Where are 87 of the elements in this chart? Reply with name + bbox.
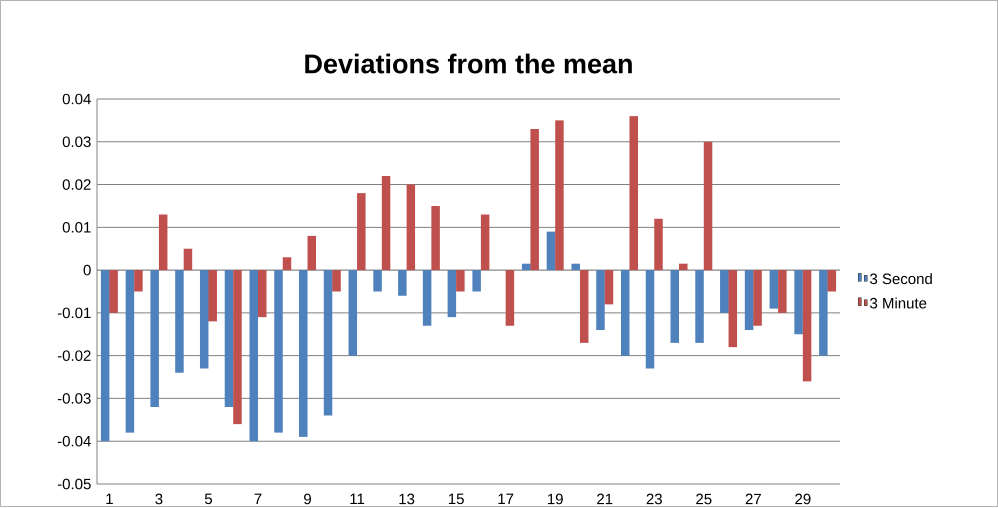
bar bbox=[596, 270, 605, 330]
y-tick-label: -0.01 bbox=[58, 308, 91, 318]
bar bbox=[506, 270, 514, 326]
x-tick-label: 21 bbox=[597, 494, 612, 504]
bar bbox=[794, 270, 803, 334]
bar bbox=[200, 270, 208, 369]
x-tick-label: 5 bbox=[204, 494, 212, 504]
bar bbox=[522, 264, 530, 270]
x-tick-label: 15 bbox=[448, 494, 464, 504]
bar bbox=[670, 270, 680, 344]
bar bbox=[348, 270, 358, 356]
bar bbox=[126, 270, 134, 433]
bar bbox=[258, 270, 266, 318]
x-tick-label: 13 bbox=[399, 494, 414, 504]
y-tick-label: 0.03 bbox=[62, 136, 91, 148]
x-tick-label: 17 bbox=[498, 494, 514, 504]
y-tick-label: 0.04 bbox=[62, 94, 91, 104]
bar bbox=[282, 257, 292, 270]
x-tick-label: 3 bbox=[155, 494, 162, 504]
bar bbox=[373, 270, 382, 292]
bar bbox=[629, 116, 638, 270]
bar bbox=[695, 270, 704, 344]
bar bbox=[382, 176, 390, 270]
bar bbox=[555, 120, 564, 270]
bar bbox=[150, 270, 159, 408]
bar bbox=[456, 270, 465, 292]
bar bbox=[704, 142, 712, 270]
x-tick-label: 25 bbox=[696, 494, 712, 504]
bar bbox=[422, 270, 432, 326]
x-tick-label: 23 bbox=[646, 494, 662, 504]
bar bbox=[299, 270, 308, 438]
bar bbox=[184, 248, 192, 270]
bar bbox=[530, 129, 539, 270]
bar bbox=[802, 270, 812, 382]
chart-title: Deviations from the mean bbox=[305, 54, 632, 74]
y-tick-label: 0.02 bbox=[62, 179, 91, 190]
legend-label: 3 Second bbox=[870, 273, 932, 284]
bar bbox=[720, 270, 729, 314]
y-tick-label: 0 bbox=[84, 264, 91, 276]
y-tick-label: -0.03 bbox=[58, 393, 91, 404]
bar bbox=[406, 184, 416, 270]
x-tick-label: 27 bbox=[746, 494, 761, 504]
bar bbox=[274, 270, 283, 433]
bar bbox=[753, 270, 762, 326]
x-tick-label: 19 bbox=[548, 494, 563, 504]
bar bbox=[100, 270, 110, 442]
bar bbox=[249, 270, 258, 442]
bar bbox=[580, 270, 588, 344]
bar bbox=[819, 270, 828, 356]
bar bbox=[472, 270, 481, 292]
y-tick-label: -0.02 bbox=[58, 350, 91, 362]
bar bbox=[448, 270, 456, 318]
bar bbox=[546, 232, 556, 270]
bar bbox=[431, 206, 440, 270]
bar bbox=[233, 270, 242, 424]
bar bbox=[357, 193, 366, 270]
bar bbox=[728, 270, 738, 348]
bar bbox=[208, 270, 217, 322]
y-tick-label: 0.01 bbox=[62, 222, 91, 233]
bar bbox=[308, 236, 316, 270]
bar bbox=[770, 270, 778, 309]
bar bbox=[109, 270, 118, 314]
bar bbox=[224, 270, 234, 408]
bar bbox=[620, 270, 630, 356]
bar bbox=[828, 270, 836, 292]
bar bbox=[604, 270, 614, 305]
x-tick-label: 11 bbox=[350, 494, 364, 504]
legend-label: 3 Minute bbox=[870, 298, 926, 309]
bar bbox=[398, 270, 407, 296]
bar bbox=[480, 214, 490, 270]
y-tick-label: -0.04 bbox=[58, 436, 91, 447]
bar bbox=[646, 270, 654, 369]
bar bbox=[324, 270, 332, 416]
bar bbox=[175, 270, 184, 373]
bar bbox=[778, 270, 787, 314]
bar bbox=[158, 214, 168, 270]
x-tick-label: 7 bbox=[254, 494, 262, 504]
bar bbox=[654, 218, 663, 270]
x-tick-label: 9 bbox=[304, 494, 311, 504]
bar bbox=[134, 270, 143, 292]
bar bbox=[744, 270, 754, 330]
bar bbox=[571, 264, 580, 270]
bar bbox=[679, 264, 688, 270]
x-tick-label: 1 bbox=[106, 494, 113, 504]
bar bbox=[332, 270, 341, 292]
y-tick-label: -0.05 bbox=[58, 478, 91, 490]
x-tick-label: 29 bbox=[795, 494, 810, 504]
